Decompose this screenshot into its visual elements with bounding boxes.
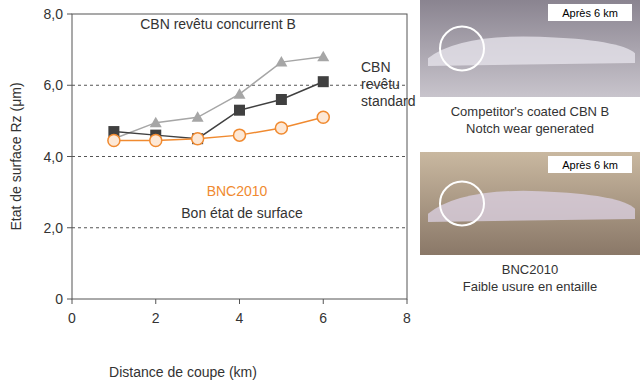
highlight-circle — [440, 27, 484, 71]
series-label-line: CBN — [361, 59, 391, 75]
x-tick — [72, 299, 73, 304]
badge-box — [548, 156, 632, 173]
x-tick-label: 0 — [68, 310, 76, 326]
data-point — [192, 133, 204, 145]
series-label: BNC2010 — [207, 183, 268, 199]
series-line — [114, 117, 323, 140]
x-tick-label: 8 — [403, 310, 411, 326]
photo — [420, 152, 640, 255]
series-label: CBNrevêtustandard — [361, 59, 415, 109]
badge: Après 6 km — [562, 7, 618, 19]
data-point — [192, 111, 204, 122]
data-point — [317, 111, 329, 123]
tool-edge — [428, 37, 635, 66]
figure: 0 2,0 4,0 6,0 8,0 0 2 4 6 8 Etat de surface Rz (μm… — [0, 0, 642, 387]
data-point — [234, 88, 246, 99]
x-tick — [239, 299, 240, 304]
plot-frame — [72, 14, 407, 299]
tool-edge — [428, 191, 635, 222]
data-point — [150, 117, 162, 128]
data-point — [275, 122, 287, 134]
photo-caption: Faible usure en entaille — [463, 279, 597, 294]
series-label: CBN revêtu concurrent B — [140, 16, 296, 32]
photo-caption: BNC2010 — [502, 262, 558, 277]
data-point — [318, 76, 329, 87]
data-point — [275, 56, 287, 67]
grid-line — [72, 85, 407, 86]
y-tick-label: 8,0 — [44, 6, 64, 22]
x-tick — [155, 299, 156, 304]
x-tick-label: 6 — [319, 310, 327, 326]
series-line — [114, 82, 323, 139]
highlight-circle — [440, 182, 484, 226]
series-label-line: revêtu — [361, 76, 400, 92]
y-tick — [67, 14, 72, 15]
data-point — [150, 134, 162, 146]
badge-box — [548, 4, 632, 21]
x-tick — [323, 299, 324, 304]
data-point — [317, 51, 329, 62]
data-point — [276, 94, 287, 105]
data-point — [192, 133, 203, 144]
y-tick-label: 4,0 — [44, 149, 64, 165]
x-tick-label: 2 — [152, 310, 160, 326]
x-tick-label: 4 — [236, 310, 244, 326]
y-tick — [67, 156, 72, 157]
photo — [420, 0, 640, 97]
x-axis-title: Distance de coupe (km) — [109, 364, 257, 380]
data-layer — [108, 51, 329, 147]
annotation: Bon état de surface — [181, 205, 303, 221]
series-label-line: standard — [361, 93, 415, 109]
data-point — [234, 105, 245, 116]
x-tick — [407, 299, 408, 304]
data-point — [234, 129, 246, 141]
y-tick-label: 6,0 — [44, 77, 64, 93]
y-tick-label: 2,0 — [44, 220, 64, 236]
series-line — [114, 57, 323, 139]
grid-line — [72, 156, 407, 157]
y-tick — [67, 85, 72, 86]
data-point — [108, 134, 120, 146]
y-tick — [67, 299, 72, 300]
y-tick-label: 0 — [55, 291, 63, 307]
y-axis-title: Etat de surface Rz (μm) — [8, 82, 24, 230]
y-tick — [67, 227, 72, 228]
grid-line — [72, 227, 407, 228]
photo-caption: Notch wear generated — [466, 121, 594, 136]
photo-caption: Competitor's coated CBN B — [451, 104, 610, 119]
badge: Après 6 km — [562, 159, 618, 171]
